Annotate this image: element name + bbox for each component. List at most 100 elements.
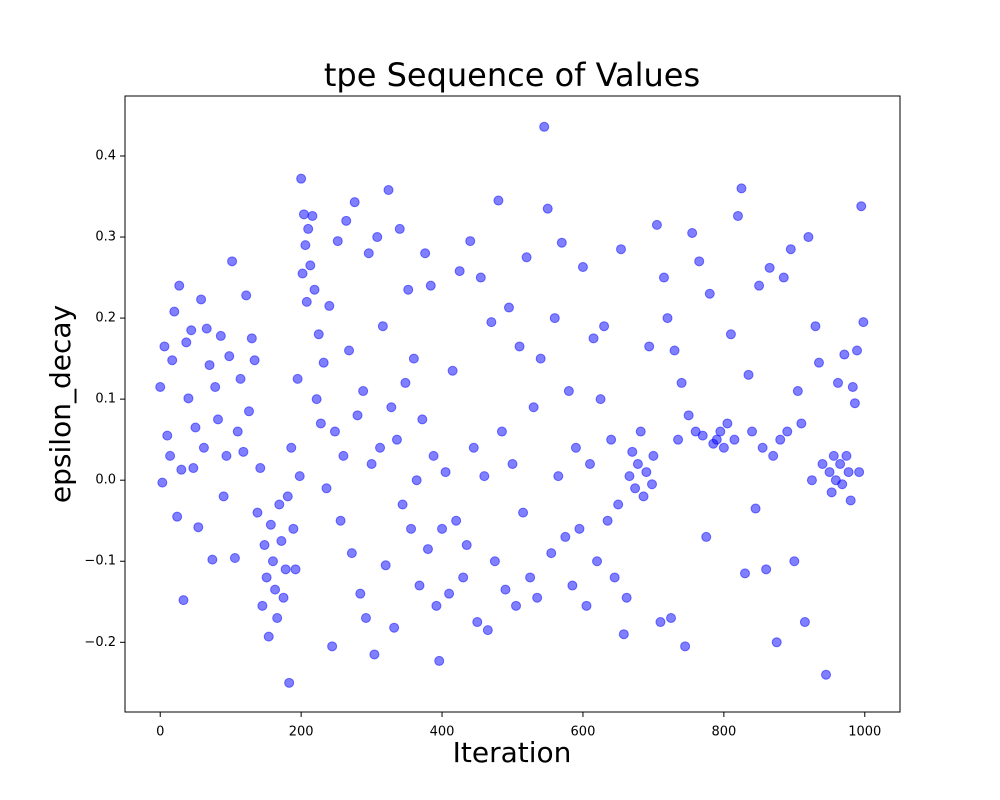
- point: [292, 373, 303, 384]
- point: [383, 185, 394, 196]
- point: [188, 463, 199, 474]
- point: [315, 418, 326, 429]
- point: [810, 321, 821, 332]
- point: [172, 511, 183, 522]
- point: [632, 458, 643, 469]
- point: [181, 337, 192, 348]
- x-tick-label: 200: [289, 725, 314, 740]
- point: [496, 426, 507, 437]
- point: [465, 236, 476, 247]
- point: [856, 201, 867, 212]
- point: [394, 223, 405, 234]
- point: [307, 210, 318, 221]
- point: [278, 592, 289, 603]
- point: [244, 406, 254, 417]
- point: [489, 556, 500, 567]
- y-tick-label: −0.2: [84, 635, 116, 650]
- point: [186, 325, 197, 336]
- point: [309, 284, 320, 295]
- point: [301, 296, 312, 307]
- point: [282, 491, 293, 502]
- point: [539, 121, 550, 132]
- point: [437, 523, 448, 534]
- point: [431, 600, 442, 611]
- point: [411, 475, 422, 486]
- point: [447, 365, 458, 376]
- point: [595, 394, 606, 405]
- y-tick-label: 0.0: [95, 473, 116, 488]
- point: [606, 434, 617, 445]
- point: [647, 479, 657, 490]
- point: [286, 442, 297, 453]
- point: [789, 556, 800, 567]
- point: [300, 240, 311, 251]
- point: [255, 463, 266, 474]
- point: [261, 572, 272, 583]
- point: [500, 584, 511, 595]
- point: [454, 266, 465, 277]
- point: [507, 458, 518, 469]
- point: [204, 360, 215, 371]
- point: [750, 503, 761, 514]
- point: [556, 237, 567, 248]
- point: [563, 386, 574, 397]
- point: [616, 244, 626, 255]
- point: [360, 612, 371, 623]
- point: [335, 515, 346, 526]
- point: [213, 414, 223, 425]
- point: [366, 458, 377, 469]
- point: [673, 434, 684, 445]
- point: [549, 313, 560, 324]
- point: [428, 450, 439, 461]
- point: [613, 499, 624, 510]
- point: [218, 491, 229, 502]
- point: [648, 450, 659, 461]
- point: [327, 641, 338, 652]
- point: [711, 434, 722, 445]
- point: [155, 381, 166, 392]
- point: [400, 377, 411, 388]
- y-tick-label: 0.1: [95, 392, 116, 407]
- point: [577, 262, 588, 273]
- point: [854, 467, 865, 478]
- point: [305, 260, 316, 271]
- point: [358, 386, 369, 397]
- point: [638, 491, 649, 502]
- x-tick-label: 600: [571, 725, 596, 740]
- point: [207, 554, 218, 565]
- y-tick-label: 0.3: [95, 230, 116, 245]
- point: [715, 426, 726, 437]
- point: [729, 434, 740, 445]
- point: [511, 600, 522, 611]
- point: [768, 450, 779, 461]
- point: [503, 302, 514, 313]
- point: [284, 677, 295, 688]
- point: [267, 556, 278, 567]
- point: [644, 341, 655, 352]
- point: [687, 227, 698, 238]
- point: [341, 215, 352, 226]
- point: [764, 262, 775, 273]
- point: [420, 248, 431, 259]
- point: [232, 426, 243, 437]
- y-tick-label: −0.1: [84, 554, 116, 569]
- point: [570, 442, 581, 453]
- point: [666, 612, 677, 623]
- point: [352, 410, 363, 421]
- point: [311, 394, 322, 405]
- point: [592, 556, 603, 567]
- point: [458, 572, 469, 583]
- point: [397, 499, 408, 510]
- point: [241, 290, 252, 301]
- point: [425, 280, 436, 291]
- point: [468, 442, 479, 453]
- point: [303, 223, 314, 234]
- point: [190, 422, 201, 433]
- point: [747, 426, 758, 437]
- point: [274, 499, 285, 510]
- point: [676, 377, 687, 388]
- point: [338, 450, 349, 461]
- point: [265, 519, 276, 530]
